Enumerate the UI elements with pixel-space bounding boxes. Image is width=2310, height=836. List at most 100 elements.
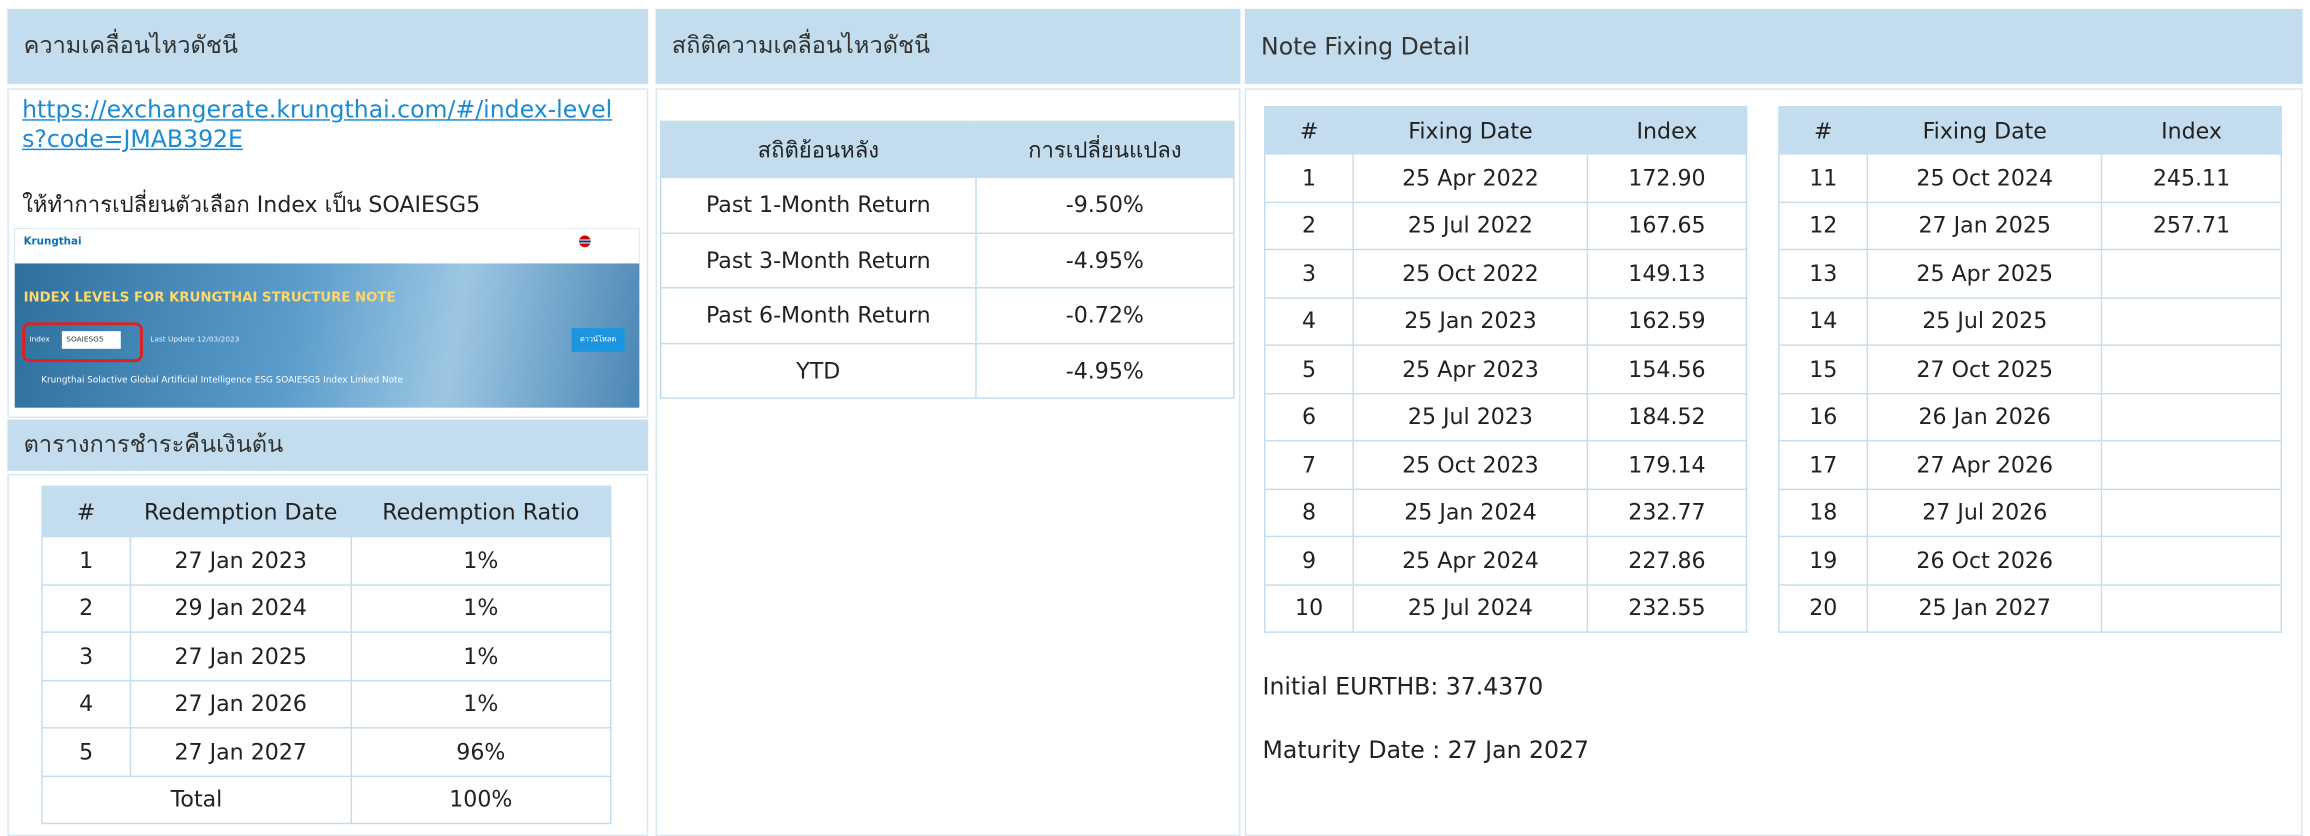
table-cell: 17 [1779, 441, 1868, 489]
table-cell: 25 Jan 2023 [1353, 297, 1587, 345]
table-cell: 25 Oct 2024 [1868, 154, 2102, 202]
table-cell: 257.71 [2102, 202, 2281, 250]
table-cell: 25 Apr 2023 [1353, 345, 1587, 393]
initial-rate: Initial EURTHB: 37.4370 [1263, 673, 1544, 701]
table-cell: 27 Jan 2027 [130, 728, 351, 776]
section-header: Note Fixing Detail [1245, 9, 2303, 84]
table-cell: 1% [351, 680, 611, 728]
table-cell: 25 Jul 2023 [1353, 393, 1587, 441]
header-cell: การเปลี่ยนแปลง [976, 121, 1234, 177]
header-cell: สถิติย้อนหลัง [661, 121, 976, 177]
last-update: Last Update 12/03/2023 [150, 336, 239, 345]
table-cell: 1 [42, 536, 130, 584]
table-cell: 100% [351, 776, 611, 823]
table-cell: 25 Jan 2024 [1353, 489, 1587, 537]
header-cell: Fixing Date [1868, 107, 2102, 154]
table-cell: Past 3-Month Return [661, 233, 976, 288]
screenshot: Krungthai INDEX LEVELS FOR KRUNGTHAI STR… [15, 228, 640, 408]
table-cell: 25 Apr 2025 [1868, 249, 2102, 297]
table-cell: 27 Oct 2025 [1868, 345, 2102, 393]
table-cell: 20 [1779, 584, 1868, 632]
header-cell: Redemption Date [130, 486, 351, 536]
table-row: Past 3-Month Return-4.95% [661, 233, 1234, 288]
section-header: ความเคลื่อนไหวดัชนี [7, 9, 648, 84]
header-cell: Index [1587, 107, 1746, 154]
table-cell: 162.59 [1587, 297, 1746, 345]
table-cell: 227.86 [1587, 536, 1746, 584]
table-cell: 14 [1779, 297, 1868, 345]
page: ความเคลื่อนไหวดัชนี https://exchangerate… [0, 0, 2310, 836]
table-cell: 4 [1265, 297, 1354, 345]
table-cell: 149.13 [1587, 249, 1746, 297]
table-cell: 5 [42, 728, 130, 776]
section-header: ตารางการชำระคืนเงินต้น [7, 419, 648, 471]
table-cell [2102, 584, 2281, 632]
table-row: Past 6-Month Return-0.72% [661, 288, 1234, 343]
table-cell: 25 Jan 2027 [1868, 584, 2102, 632]
table-cell: 26 Jan 2026 [1868, 393, 2102, 441]
table-cell: 27 Jan 2025 [1868, 202, 2102, 250]
table-cell [2102, 489, 2281, 537]
table-cell: 27 Jan 2025 [130, 632, 351, 680]
table-cell [2102, 441, 2281, 489]
download-button: ดาวน์โหลด [572, 328, 625, 352]
header-cell: Fixing Date [1353, 107, 1587, 154]
table-cell: 25 Apr 2022 [1353, 154, 1587, 202]
table-cell: 1% [351, 536, 611, 584]
index-label: Index [29, 336, 49, 345]
table-cell: 25 Jul 2024 [1353, 584, 1587, 632]
table-cell [2102, 249, 2281, 297]
table-cell: 245.11 [2102, 154, 2281, 202]
table-cell: Past 1-Month Return [661, 177, 976, 232]
table-cell: 1 [1265, 154, 1354, 202]
header-cell: # [1779, 107, 1868, 154]
table-cell: 4 [42, 680, 130, 728]
link[interactable]: https://exchangerate.krungthai.com/#/ind… [22, 96, 626, 155]
table-cell: 27 Jan 2023 [130, 536, 351, 584]
table-cell: 6 [1265, 393, 1354, 441]
section-header: สถิติความเคลื่อนไหวดัชนี [656, 9, 1241, 84]
table-cell: 167.65 [1587, 202, 1746, 250]
table-cell: 11 [1779, 154, 1868, 202]
table-cell: 96% [351, 728, 611, 776]
table-cell: 25 Jul 2025 [1868, 297, 2102, 345]
table-row: YTD-4.95% [661, 343, 1234, 398]
table-cell: 232.77 [1587, 489, 1746, 537]
table-cell: 12 [1779, 202, 1868, 250]
table-cell: 26 Oct 2026 [1868, 536, 2102, 584]
table-cell: 16 [1779, 393, 1868, 441]
header-cell: # [42, 486, 130, 536]
table-cell: 1% [351, 584, 611, 632]
table-cell [2102, 536, 2281, 584]
banner: INDEX LEVELS FOR KRUNGTHAI STRUCTURE NOT… [24, 291, 396, 306]
table-cell: 25 Apr 2024 [1353, 536, 1587, 584]
table-cell: 25 Jul 2022 [1353, 202, 1587, 250]
table-cell: 172.90 [1587, 154, 1746, 202]
table-cell: 9 [1265, 536, 1354, 584]
table-cell [2102, 297, 2281, 345]
maturity-date: Maturity Date : 27 Jan 2027 [1263, 736, 1589, 764]
table-cell: 179.14 [1587, 441, 1746, 489]
table-cell: -4.95% [976, 233, 1234, 288]
table-cell [2102, 345, 2281, 393]
table-cell: 27 Apr 2026 [1868, 441, 2102, 489]
